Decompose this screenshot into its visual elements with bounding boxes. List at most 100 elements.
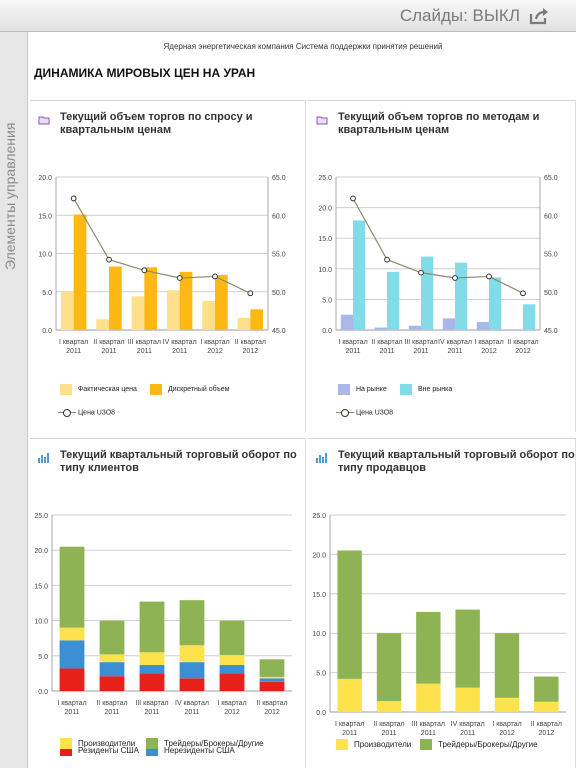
bar bbox=[99, 676, 125, 691]
price-line bbox=[73, 198, 251, 294]
chart-seller-turnover: 0.0 5.0 10.0 15.0 20.0 25.0 I квартал 2011 II кв… bbox=[312, 513, 566, 737]
y2-tick-label: 65.0 bbox=[272, 175, 286, 182]
y2-tick-label: 55.0 bbox=[544, 252, 558, 259]
price-point bbox=[452, 275, 458, 281]
bar bbox=[534, 701, 559, 712]
bar bbox=[219, 673, 245, 691]
y-tick-label: 20.0 bbox=[34, 548, 48, 555]
x-tick-label: I квартал 2011 bbox=[57, 700, 86, 716]
bar bbox=[476, 322, 489, 330]
y-tick-label: 20.0 bbox=[38, 175, 52, 182]
panel-client-turnover: Текущий квартальный торговый оборот по т… bbox=[30, 438, 306, 768]
price-point bbox=[418, 269, 424, 276]
share-icon[interactable] bbox=[528, 7, 550, 25]
bar bbox=[259, 678, 285, 682]
x-tick-label: II квартал 2012 bbox=[507, 339, 538, 355]
bar bbox=[259, 676, 285, 679]
y2-tick-label: 65.0 bbox=[544, 175, 558, 182]
bar bbox=[337, 678, 362, 712]
x-tick-label: I квартал 2012 bbox=[474, 339, 503, 355]
bar bbox=[416, 683, 441, 712]
bar bbox=[455, 262, 468, 330]
x-tick-label: I квартал 2012 bbox=[200, 339, 229, 355]
bar bbox=[219, 620, 245, 656]
bar bbox=[494, 697, 520, 712]
legend-item: Производители bbox=[336, 739, 411, 750]
legend-item: Нерезиденты США bbox=[146, 745, 235, 756]
bar bbox=[59, 546, 85, 628]
y-tick-label: 5.0 bbox=[322, 297, 332, 304]
bar bbox=[59, 627, 85, 641]
price-point bbox=[70, 195, 77, 202]
bar bbox=[337, 550, 362, 679]
bar bbox=[250, 309, 264, 330]
bar bbox=[259, 659, 285, 677]
panel-title: Текущий квартальный торговый оборот по т… bbox=[338, 449, 575, 474]
bar bbox=[179, 678, 205, 691]
x-tick-label: II квартал 2012 bbox=[531, 721, 562, 737]
x-tick-label: I квартал 2011 bbox=[335, 721, 364, 737]
y-tick-label: 10.0 bbox=[318, 267, 332, 274]
sidebar-label[interactable]: Элементы управления bbox=[2, 122, 18, 270]
company-name: Ядерная энергетическая компания Система … bbox=[163, 42, 443, 51]
price-line bbox=[352, 198, 524, 294]
price-point bbox=[176, 275, 183, 281]
y-tick-label: 25.0 bbox=[318, 175, 332, 182]
slides-toggle[interactable]: Слайды: ВЫКЛ bbox=[399, 6, 520, 25]
bar bbox=[489, 277, 502, 330]
bar bbox=[374, 327, 387, 330]
legend-item: Трейдеры/Брокеры/Другие bbox=[420, 739, 538, 750]
x-tick-label: II квартал 2011 bbox=[371, 339, 402, 355]
x-tick-label: I квартал 2012 bbox=[492, 721, 521, 737]
panel-title: Текущий объем торгов по методам и кварта… bbox=[338, 111, 540, 136]
bar bbox=[131, 296, 145, 330]
bar bbox=[416, 611, 441, 684]
bar bbox=[353, 220, 366, 330]
x-tick-label: IV квартал 2011 bbox=[438, 339, 472, 355]
panel-title: Текущий квартальный торговый оборот по т… bbox=[60, 449, 297, 474]
y-tick-label: 0.0 bbox=[42, 328, 52, 335]
y-tick-label: 0.0 bbox=[38, 689, 48, 696]
y-tick-label: 20.0 bbox=[318, 206, 332, 213]
x-tick-label: III квартал 2011 bbox=[135, 700, 168, 716]
panel-method-volume: Текущий объем торгов по методам и кварта… bbox=[308, 100, 576, 432]
bar bbox=[215, 274, 228, 330]
chart-client-turnover: 0.0 5.0 10.0 15.0 20.0 25.0 I квартал 2011 II кв… bbox=[34, 513, 292, 716]
bar-chart-icon bbox=[38, 453, 49, 463]
panel-title: Текущий объем торгов по спросу и квартал… bbox=[60, 111, 253, 136]
bar bbox=[408, 325, 421, 330]
price-point bbox=[141, 267, 148, 274]
y-tick-label: 0.0 bbox=[316, 710, 326, 717]
y2-tick-label: 45.0 bbox=[272, 328, 286, 335]
panel-demand-volume: Текущий объем торгов по спросу и квартал… bbox=[30, 100, 306, 432]
bar bbox=[166, 290, 180, 330]
y-tick-label: 25.0 bbox=[312, 513, 326, 520]
bar bbox=[109, 266, 122, 330]
price-point bbox=[247, 290, 254, 297]
price-point bbox=[212, 273, 218, 280]
x-tick-label: I квартал 2012 bbox=[217, 700, 246, 716]
legend-item: Резиденты США bbox=[60, 745, 139, 756]
legend-item: Дискретный объем bbox=[150, 384, 229, 395]
bar bbox=[219, 664, 245, 674]
legend-item: Фактическая цена bbox=[60, 384, 137, 395]
bar bbox=[259, 681, 285, 691]
bar bbox=[202, 300, 215, 330]
y-tick-label: 5.0 bbox=[38, 654, 48, 661]
y2-tick-label: 50.0 bbox=[544, 290, 558, 297]
bar bbox=[387, 271, 400, 330]
y-tick-label: 10.0 bbox=[34, 619, 48, 626]
price-point bbox=[106, 256, 112, 263]
bar bbox=[96, 319, 109, 330]
price-point bbox=[384, 256, 390, 263]
bar bbox=[376, 633, 402, 701]
price-point bbox=[520, 290, 526, 297]
x-tick-label: I квартал 2011 bbox=[59, 339, 88, 355]
y-tick-label: 0.0 bbox=[322, 328, 332, 335]
bar bbox=[219, 655, 245, 665]
bar bbox=[455, 687, 480, 712]
legend-item: Трейдеры/Брокеры/Другие bbox=[146, 738, 264, 749]
bar bbox=[60, 290, 74, 330]
bar bbox=[340, 314, 353, 330]
controls-sidebar[interactable]: Элементы управления bbox=[0, 32, 28, 768]
